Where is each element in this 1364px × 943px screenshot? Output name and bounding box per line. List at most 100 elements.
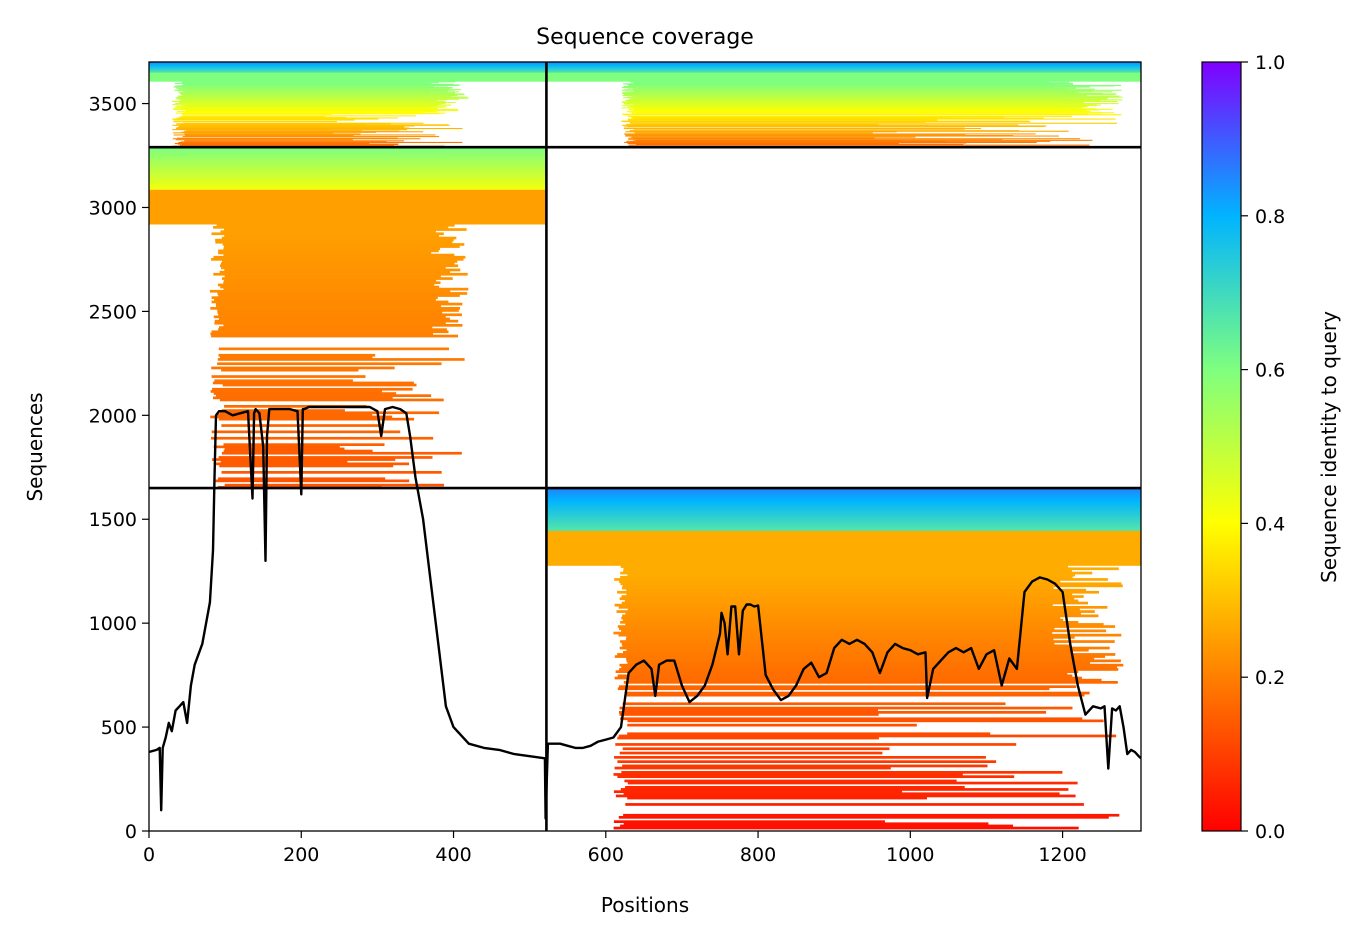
heatmap-row	[622, 584, 1123, 588]
heatmap-row	[172, 138, 421, 140]
heatmap-row	[177, 137, 398, 139]
heatmap-row	[623, 681, 1118, 684]
chain-boundaries	[149, 62, 1141, 831]
heatmap-row	[182, 93, 464, 95]
heatmap-row	[546, 560, 1141, 564]
heatmap-row	[219, 317, 450, 321]
heatmap-row	[630, 122, 1117, 124]
heatmap-row	[218, 294, 460, 297]
heatmap-row	[546, 515, 1141, 519]
colorbar-tick-label: 1.0	[1255, 52, 1285, 74]
heatmap-row	[619, 627, 1055, 631]
heatmap-row	[182, 113, 439, 115]
heatmap-row	[614, 603, 1053, 607]
heatmap-row	[627, 96, 1123, 98]
heatmap-row	[223, 279, 437, 282]
heatmap-row	[173, 119, 355, 121]
heatmap-row	[620, 575, 1073, 579]
heatmap-row	[213, 396, 393, 400]
plot-frame	[148, 61, 1142, 832]
heatmap-row	[219, 270, 451, 274]
heatmap-row	[624, 779, 957, 783]
colorbar-tick-label: 0.8	[1255, 206, 1285, 228]
heatmap-row	[176, 128, 463, 130]
heatmap-row	[224, 234, 440, 238]
heatmap-row	[214, 462, 410, 466]
heatmap-row	[546, 524, 1141, 528]
heatmap-row	[623, 708, 878, 712]
heatmap-block-3	[546, 488, 1141, 830]
heatmap-row	[546, 522, 1141, 526]
heatmap-row	[173, 108, 428, 110]
heatmap-row	[172, 129, 407, 131]
heatmap-row	[218, 347, 449, 351]
heatmap-block-0	[149, 62, 547, 148]
heatmap-row	[210, 307, 461, 310]
heatmap-row	[184, 105, 439, 107]
heatmap-row	[546, 526, 1141, 530]
coverage-heatmap	[149, 62, 1141, 830]
heatmap-row	[621, 601, 1088, 605]
heatmap-row	[619, 711, 1047, 714]
heatmap-row	[212, 458, 396, 461]
heatmap-row	[149, 198, 547, 201]
heatmap-row	[617, 625, 1116, 628]
heatmap-row	[615, 794, 1076, 798]
heatmap-row	[214, 319, 459, 323]
heatmap-row	[178, 98, 459, 100]
heatmap-row	[213, 272, 468, 276]
heatmap-row	[172, 124, 450, 126]
heatmap-row	[149, 79, 547, 81]
heatmap-row	[615, 743, 1017, 746]
heatmap-row	[149, 194, 547, 197]
heatmap-row	[620, 788, 1069, 791]
heatmap-row	[149, 149, 547, 152]
heatmap-row	[211, 232, 444, 236]
heatmap-row	[185, 131, 424, 133]
heatmap-row	[213, 392, 397, 395]
heatmap-row	[620, 565, 1069, 568]
heatmap-row	[217, 292, 468, 295]
heatmap-row	[626, 593, 1073, 596]
heatmap-row	[618, 685, 1077, 688]
heatmap-row	[149, 153, 547, 157]
heatmap-row	[211, 330, 449, 334]
heatmap-row	[149, 183, 547, 187]
heatmap-row	[178, 125, 415, 127]
heatmap-row	[149, 170, 547, 174]
heatmap-row	[621, 771, 1063, 774]
heatmap-row	[221, 368, 359, 372]
heatmap-row	[614, 655, 1106, 658]
heatmap-row	[619, 713, 879, 716]
heatmap-row	[622, 644, 1070, 648]
heatmap-row	[149, 172, 547, 176]
heatmap-row	[149, 147, 547, 150]
heatmap-row	[180, 116, 325, 118]
heatmap-row	[224, 275, 441, 278]
heatmap-row	[546, 496, 1141, 500]
y-tick-label: 1500	[89, 509, 137, 531]
heatmap-row	[173, 132, 334, 134]
heatmap-row	[149, 215, 547, 219]
heatmap-row	[617, 775, 1015, 778]
heatmap-row	[625, 93, 1117, 95]
heatmap-row	[211, 375, 366, 378]
heatmap-row	[219, 356, 373, 359]
heatmap-row	[223, 281, 441, 285]
heatmap-row	[149, 67, 547, 69]
heatmap-row	[217, 362, 442, 366]
heatmap-row	[620, 717, 1083, 721]
heatmap-row	[149, 213, 547, 216]
heatmap-row	[632, 88, 1095, 90]
heatmap-row	[635, 142, 967, 144]
heatmap-row	[215, 240, 453, 244]
heatmap-row	[223, 443, 385, 446]
x-tick-label: 1200	[1038, 844, 1086, 866]
heatmap-row	[213, 315, 446, 319]
heatmap-row	[149, 179, 547, 182]
heatmap-row	[632, 116, 1004, 118]
heatmap-row	[546, 65, 1141, 67]
heatmap-row	[624, 103, 1055, 105]
heatmap-row	[627, 719, 1104, 723]
heatmap-row	[149, 68, 547, 70]
